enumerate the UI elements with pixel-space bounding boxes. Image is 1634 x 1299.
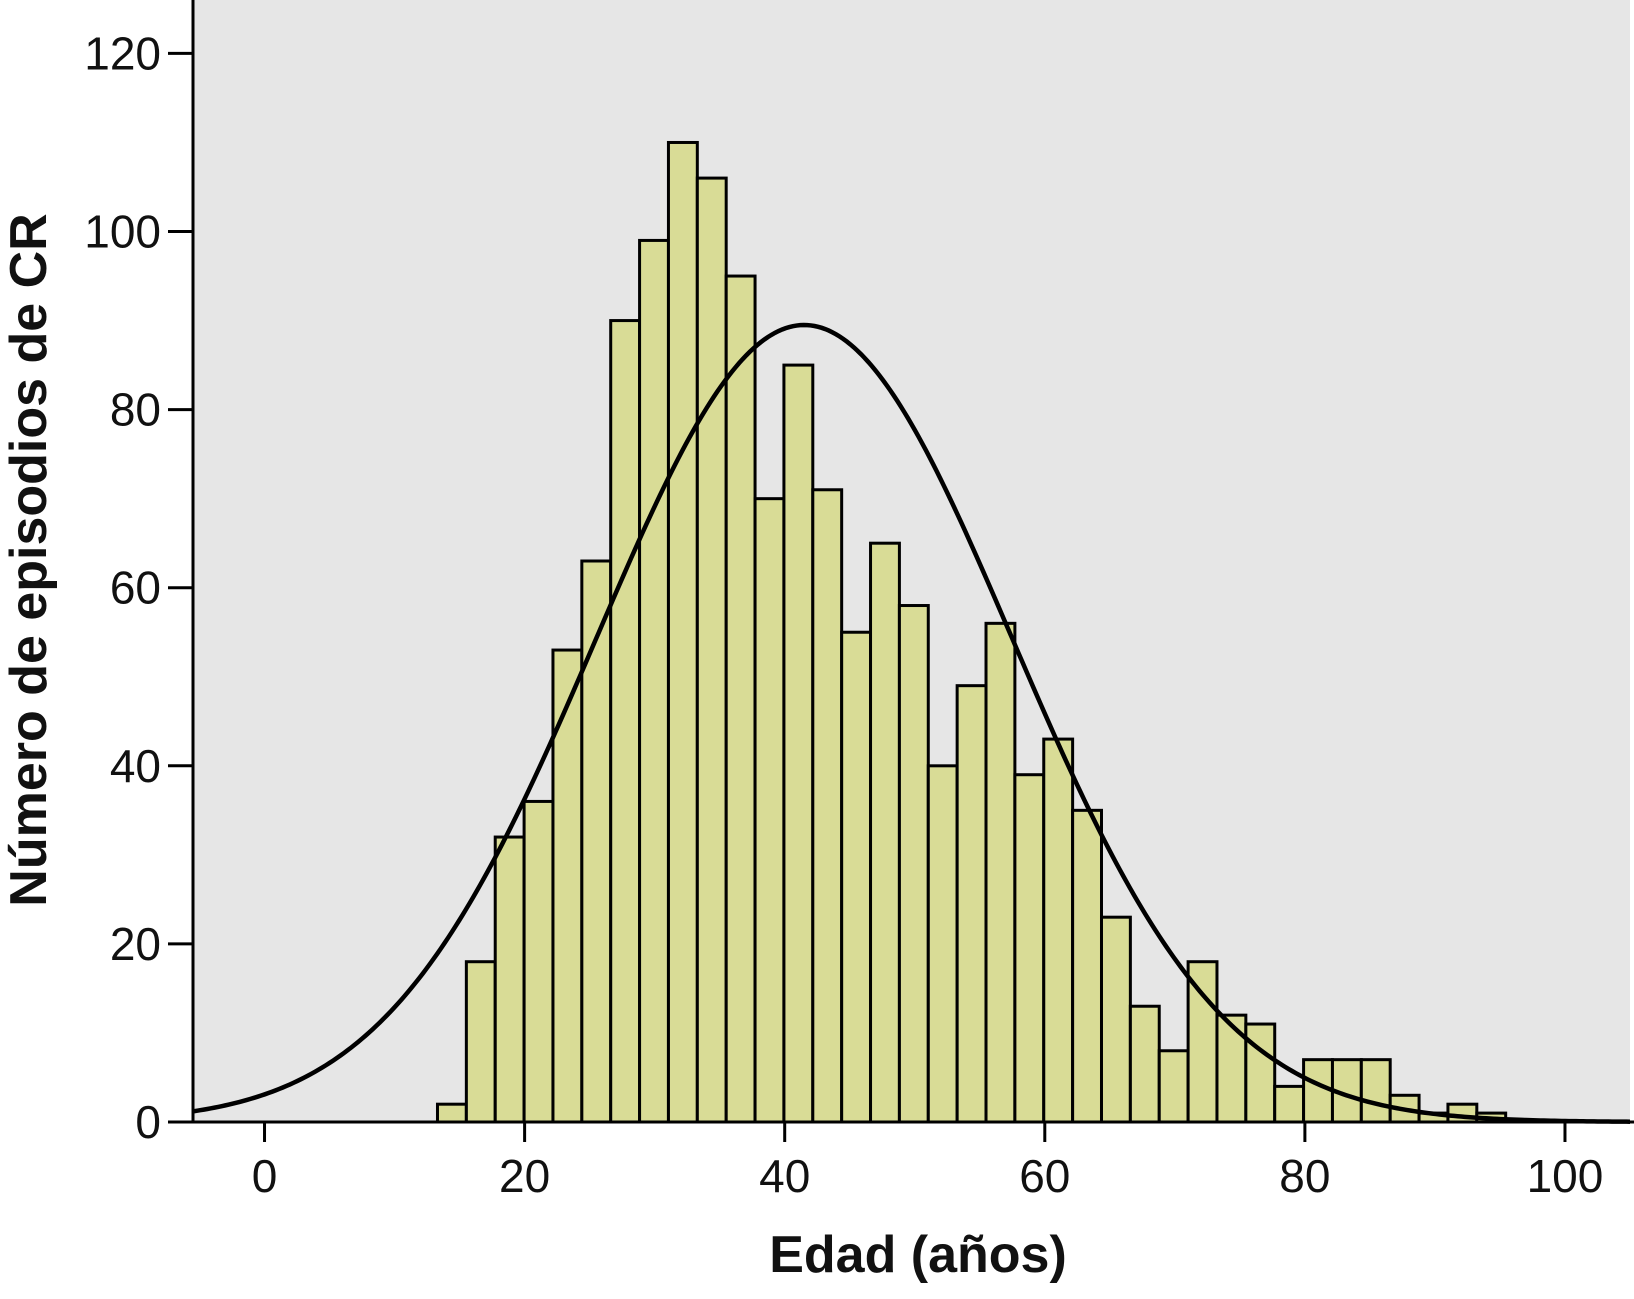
histogram-bar: [580, 559, 613, 1124]
x-tick-label: 0: [252, 1150, 278, 1202]
histogram-bar: [1302, 1058, 1334, 1124]
y-axis: 0 20 40 60 80 100 120: [84, 27, 193, 1148]
histogram-bar: [1042, 737, 1075, 1124]
histogram-bar: [493, 835, 526, 1124]
x-tick-label: 60: [1019, 1150, 1070, 1202]
y-tick-label: 0: [135, 1096, 161, 1148]
histogram-bar: [1013, 773, 1046, 1124]
plot-frame: [191, 0, 1634, 1124]
histogram-bar: [955, 684, 988, 1124]
y-tick-label: 40: [110, 740, 161, 792]
y-tick-label: 20: [110, 918, 161, 970]
histogram-bar: [1273, 1084, 1306, 1124]
histogram-bar: [1099, 915, 1132, 1124]
histogram-bar: [897, 604, 930, 1124]
histogram-bar: [522, 799, 555, 1124]
x-axis-title: Edad (años): [769, 1226, 1067, 1284]
x-tick-label: 100: [1527, 1150, 1604, 1202]
x-tick-label: 20: [499, 1150, 550, 1202]
histogram-bar: [1215, 1013, 1248, 1124]
histogram-bar: [724, 274, 757, 1124]
histogram-bar: [464, 960, 497, 1124]
histogram-bar: [840, 630, 873, 1124]
histogram-bar: [869, 541, 901, 1124]
histogram-bar: [984, 621, 1017, 1124]
histogram-bar: [1244, 1022, 1277, 1124]
histogram-bar: [782, 363, 815, 1124]
histogram-bar: [435, 1102, 468, 1124]
histogram-bar: [1359, 1058, 1392, 1124]
y-tick-label: 60: [110, 562, 161, 614]
histogram-bar: [1157, 1049, 1190, 1124]
x-tick-label: 80: [1279, 1150, 1330, 1202]
y-tick-label: 100: [84, 206, 161, 258]
histogram-bar: [753, 497, 786, 1124]
y-axis-title: Número de episodios de CR: [0, 213, 58, 906]
histogram-bar: [695, 176, 728, 1124]
histogram-bar: [926, 764, 959, 1124]
histogram-bar: [1071, 808, 1103, 1124]
normal-curve: [192, 322, 1631, 1124]
y-tick-label: 120: [84, 27, 161, 79]
histogram-bar: [551, 648, 584, 1124]
histogram-bar: [666, 140, 699, 1124]
histogram-bar: [638, 238, 670, 1124]
histogram-bar: [811, 488, 844, 1124]
x-tick-label: 40: [759, 1150, 810, 1202]
histogram-bar: [1128, 1004, 1161, 1124]
x-axis: 0 20 40 60 80 100: [252, 1122, 1604, 1202]
y-tick-label: 80: [110, 384, 161, 436]
histogram-bar: [609, 319, 642, 1124]
